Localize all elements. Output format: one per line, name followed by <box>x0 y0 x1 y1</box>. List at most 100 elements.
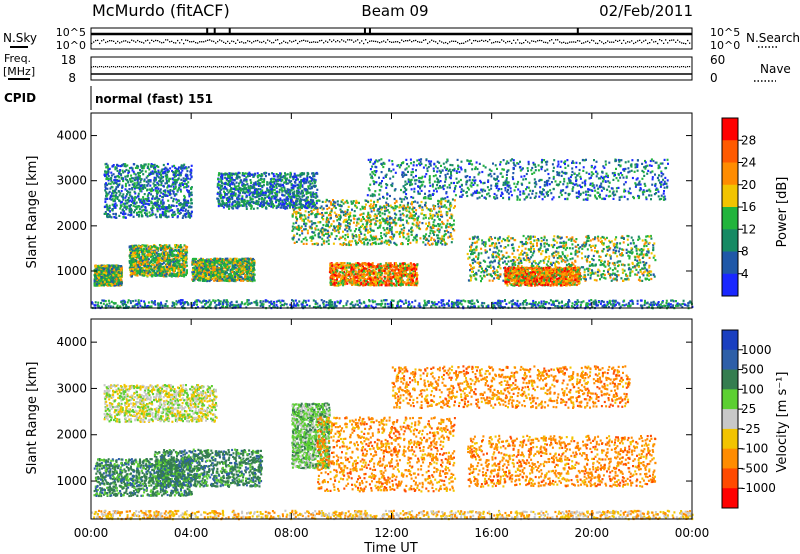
nave-point <box>561 66 563 68</box>
data-cell <box>336 200 339 203</box>
data-cell <box>410 233 413 236</box>
data-cell <box>327 239 330 242</box>
data-cell <box>209 258 212 261</box>
data-cell <box>237 265 240 268</box>
nave-point <box>99 66 101 68</box>
data-cell <box>182 252 185 256</box>
nave-point <box>435 66 437 68</box>
data-cell <box>414 235 417 238</box>
data-cell <box>360 281 363 284</box>
data-cell <box>374 205 377 208</box>
nsearch-point <box>441 41 443 43</box>
data-cell <box>339 262 342 265</box>
data-cell <box>315 214 318 217</box>
nsearch-point <box>521 42 523 45</box>
nsearch-point <box>233 40 235 43</box>
data-cell <box>295 221 298 224</box>
data-cell <box>186 269 188 272</box>
data-cell <box>252 278 255 281</box>
data-cell <box>110 266 112 269</box>
data-cell <box>354 214 357 217</box>
data-cell <box>210 278 212 281</box>
data-cell <box>149 268 152 271</box>
data-cell <box>219 279 222 282</box>
nsearch-point <box>123 40 125 42</box>
data-cell <box>195 263 198 266</box>
nave-point <box>169 66 171 68</box>
nsearch-point <box>419 41 421 43</box>
data-cell <box>224 270 227 273</box>
nsearch-point <box>189 41 191 43</box>
data-cell <box>446 222 449 225</box>
nave-point <box>583 66 585 68</box>
data-cell <box>165 275 168 278</box>
data-cell <box>383 206 386 209</box>
data-cell <box>175 274 178 277</box>
data-cell <box>329 212 332 215</box>
nsearch-point <box>489 39 491 41</box>
data-cell <box>351 202 354 205</box>
nsearch-point <box>503 40 505 42</box>
data-cell <box>439 201 442 204</box>
data-cell <box>131 261 134 264</box>
nsearch-point <box>527 41 529 43</box>
data-cell <box>142 267 145 270</box>
nsearch-tick-bottom: 10^0 <box>710 39 740 52</box>
data-cell <box>292 236 295 239</box>
data-cell <box>330 210 333 213</box>
data-cell <box>387 203 390 206</box>
data-cell <box>130 245 132 248</box>
data-cell <box>133 268 136 271</box>
data-cell <box>212 276 215 279</box>
data-cell <box>247 260 250 263</box>
data-cell <box>192 272 195 275</box>
nsearch-point <box>411 41 413 43</box>
data-cell <box>145 244 148 247</box>
nave-point <box>115 66 117 68</box>
data-cell <box>344 224 347 227</box>
data-cell <box>129 254 131 257</box>
data-cell <box>413 236 416 239</box>
data-cell <box>400 200 403 203</box>
data-cell <box>178 259 181 263</box>
data-cell <box>162 251 165 254</box>
data-cell <box>193 277 196 280</box>
data-cell <box>184 251 187 254</box>
nave-point <box>623 66 625 68</box>
data-cell <box>351 233 354 236</box>
data-cell <box>178 252 181 255</box>
data-cell <box>408 229 410 232</box>
data-cell <box>212 274 215 277</box>
nave-point <box>529 66 531 68</box>
nsearch-point <box>615 39 617 42</box>
data-cell <box>164 263 167 266</box>
data-cell <box>321 208 324 211</box>
data-cell <box>364 238 367 241</box>
data-cell <box>339 208 342 211</box>
data-cell <box>440 237 443 240</box>
data-cell <box>348 241 351 244</box>
data-cell <box>248 271 251 274</box>
data-cell <box>410 215 413 218</box>
data-cell <box>242 279 245 282</box>
nsearch-point <box>455 40 457 42</box>
data-cell <box>306 229 309 232</box>
data-cell <box>113 284 116 287</box>
nave-point <box>401 66 403 68</box>
data-cell <box>105 279 108 282</box>
data-cell <box>423 214 426 217</box>
data-cell <box>409 215 412 218</box>
nave-point <box>501 66 503 68</box>
data-cell <box>158 253 161 256</box>
nsearch-point <box>155 39 157 42</box>
data-cell <box>105 269 108 272</box>
data-cell <box>300 214 303 217</box>
nave-point <box>515 66 517 68</box>
data-cell <box>390 230 393 233</box>
nsearch-point <box>165 39 167 41</box>
data-cell <box>143 253 146 256</box>
nsearch-point <box>349 39 351 41</box>
data-cell <box>152 259 155 262</box>
data-cell <box>149 255 152 259</box>
nsearch-point <box>595 42 597 44</box>
